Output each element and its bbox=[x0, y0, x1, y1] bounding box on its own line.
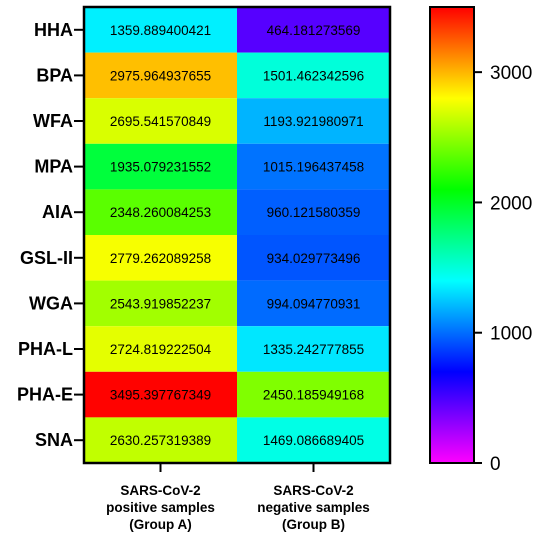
column-label: SARS-CoV-2 bbox=[273, 483, 353, 498]
heatmap-cell bbox=[84, 143, 237, 190]
colorbar bbox=[429, 6, 475, 464]
colorbar-tick-label: 3000 bbox=[490, 63, 532, 84]
heatmap-cell bbox=[84, 98, 237, 144]
heatmap-cell bbox=[84, 280, 237, 327]
column-label: (Group A) bbox=[129, 517, 191, 532]
heatmap-cell bbox=[237, 371, 390, 418]
column-label: positive samples bbox=[106, 500, 215, 515]
row-label: PHA-L bbox=[18, 339, 73, 359]
cell-value-label: 2543.919852237 bbox=[110, 296, 211, 311]
cell-value-label: 1469.086689405 bbox=[263, 433, 364, 448]
heatmap-cell bbox=[84, 326, 237, 372]
row-label: MPA bbox=[34, 157, 73, 177]
cell-value-label: 3495.397767349 bbox=[110, 388, 211, 403]
heatmap-cells: 1359.889400421 464.181273569 2975.96493765… bbox=[84, 7, 390, 463]
cell-value-label: 1935.079231552 bbox=[110, 160, 211, 175]
cell-value-label: 2724.819222504 bbox=[110, 342, 212, 357]
heatmap-cell bbox=[84, 52, 237, 99]
heatmap-cell bbox=[237, 280, 390, 327]
row-label: WFA bbox=[33, 111, 73, 131]
column-label: negative samples bbox=[257, 500, 370, 515]
cell-value-label: 2348.260084253 bbox=[110, 205, 211, 220]
cell-value-label: 464.181273569 bbox=[267, 23, 361, 38]
cell-value-label: 2779.262089258 bbox=[110, 251, 211, 266]
heatmap-cell bbox=[84, 417, 237, 463]
heatmap-cell bbox=[237, 417, 390, 463]
heatmap-cell bbox=[237, 235, 390, 281]
row-label: HHA bbox=[34, 20, 73, 40]
colorbar-tick-label: 2000 bbox=[490, 193, 532, 214]
cell-value-label: 2975.964937655 bbox=[110, 68, 211, 83]
column-labels: SARS-CoV-2 positive samples (Group A) SARS-… bbox=[106, 463, 370, 532]
cell-value-label: 1015.196437458 bbox=[263, 160, 364, 175]
heatmap-cell bbox=[84, 7, 237, 53]
heatmap-cell bbox=[237, 98, 390, 144]
row-label: WGA bbox=[29, 293, 73, 313]
colorbar-ticks: 0 1000 2000 3000 bbox=[474, 63, 532, 475]
cell-value-label: 2630.257319389 bbox=[110, 433, 211, 448]
cell-value-label: 2695.541570849 bbox=[110, 114, 211, 129]
heatmap-cell bbox=[237, 326, 390, 372]
colorbar-tick-label: 0 bbox=[490, 454, 501, 475]
colorbar-tick-label: 1000 bbox=[490, 324, 532, 345]
row-label: BPA bbox=[36, 65, 73, 85]
heatmap-cell bbox=[237, 7, 390, 53]
column-label: (Group B) bbox=[282, 517, 345, 532]
cell-value-label: 1193.921980971 bbox=[263, 114, 363, 129]
cell-value-label: 994.094770931 bbox=[267, 296, 361, 311]
heatmap-cell bbox=[237, 189, 390, 235]
heatmap-cell bbox=[237, 52, 390, 99]
cell-value-label: 1335.242777855 bbox=[263, 342, 364, 357]
row-label: GSL-II bbox=[20, 248, 73, 268]
cell-value-label: 934.029773496 bbox=[267, 251, 361, 266]
heatmap-cell bbox=[84, 235, 237, 281]
row-label: SNA bbox=[35, 430, 73, 450]
heatmap-cell bbox=[84, 189, 237, 235]
cell-value-label: 960.121580359 bbox=[267, 205, 361, 220]
heatmap-cell bbox=[84, 371, 237, 418]
row-label: AIA bbox=[42, 202, 73, 222]
heatmap-border bbox=[82, 5, 392, 465]
cell-value-label: 2450.185949168 bbox=[263, 388, 364, 403]
heatmap-cell bbox=[237, 143, 390, 190]
cell-value-label: 1501.462342596 bbox=[263, 68, 364, 83]
cell-value-label: 1359.889400421 bbox=[110, 23, 211, 38]
column-label: SARS-CoV-2 bbox=[120, 483, 200, 498]
row-label: PHA-E bbox=[17, 385, 73, 405]
row-labels: HHA BPA WFA MPA AIA GSL-II WGA PHA-L PHA-E SNA bbox=[17, 20, 84, 450]
